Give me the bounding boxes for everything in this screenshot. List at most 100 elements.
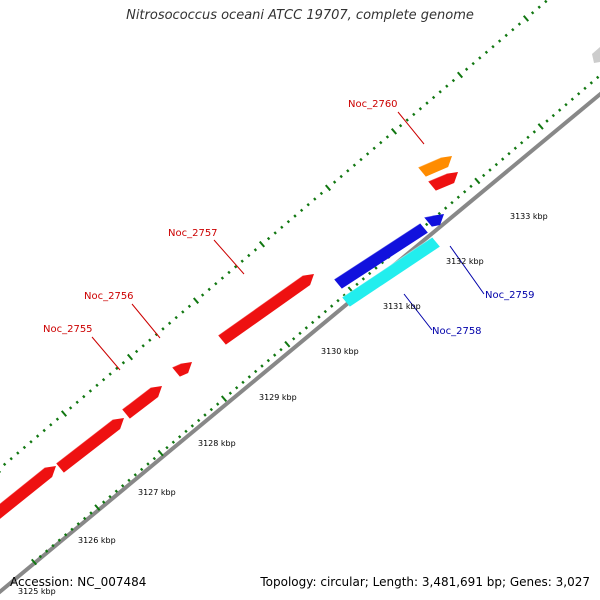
outer-minor-tick <box>29 440 33 444</box>
inner-minor-tick <box>551 113 556 118</box>
gene-noc2755[interactable] <box>56 418 124 473</box>
outer-minor-tick <box>299 208 304 213</box>
gene-noc2759[interactable] <box>334 223 428 289</box>
outer-minor-tick <box>352 163 357 167</box>
outer-minor-tick <box>266 236 271 241</box>
outer-minor-tick <box>365 152 370 156</box>
inner-minor-tick <box>374 266 378 270</box>
gene-noc2758[interactable] <box>342 237 440 307</box>
outer-minor-tick <box>286 219 291 224</box>
inner-minor-tick <box>114 489 119 493</box>
outer-minor-tick <box>227 270 231 275</box>
inner-minor-tick <box>367 271 372 276</box>
inner-minor-tick <box>507 151 511 156</box>
outer-minor-tick <box>445 84 449 88</box>
inner-minor-tick <box>203 413 207 417</box>
gene-noc2760b-highlight <box>427 173 447 182</box>
inner-minor-tick <box>443 206 448 210</box>
inner-minor-tick <box>127 478 131 483</box>
inner-minor-tick <box>215 402 220 406</box>
inner-minor-tick <box>101 500 106 504</box>
outer-minor-tick <box>497 39 502 43</box>
outer-minor-tick <box>141 344 145 348</box>
scale-label-3131: 3131 kbp <box>383 302 421 311</box>
genome-backbone <box>0 91 600 595</box>
inner-minor-tick <box>557 108 562 112</box>
gene-noc2760-highlight <box>417 157 441 168</box>
gene-noc2760b[interactable] <box>428 172 458 191</box>
outer-minor-tick <box>511 28 515 32</box>
gene-noc2759b[interactable] <box>424 214 444 227</box>
outer-minor-tick <box>418 107 423 111</box>
inner-minor-tick <box>108 494 112 499</box>
outer-minor-tick <box>220 276 225 280</box>
outer-minor-tick <box>148 338 152 342</box>
inner-minor-tick <box>564 102 568 107</box>
outer-major-tick <box>126 353 134 361</box>
outer-minor-tick <box>167 321 172 325</box>
inner-minor-tick <box>500 157 505 161</box>
inner-minor-tick <box>241 380 245 385</box>
gene-label-noc2755[interactable]: Noc_2755 <box>43 324 93 335</box>
scale-label-3126: 3126 kbp <box>78 536 116 545</box>
outer-minor-tick <box>161 327 165 331</box>
outer-minor-tick <box>134 349 139 354</box>
gene-label-noc2756[interactable]: Noc_2756 <box>84 291 134 302</box>
gene-noc2756b[interactable] <box>172 362 192 377</box>
gene-label-noc2758[interactable]: Noc_2758 <box>432 326 482 337</box>
inner-minor-tick <box>266 358 271 363</box>
outer-major-tick <box>60 410 68 417</box>
inner-minor-tick <box>519 141 524 145</box>
inner-major-tick <box>220 395 228 402</box>
outer-minor-tick <box>517 22 522 26</box>
scale-label-3125: 3125 kbp <box>18 587 56 596</box>
inner-minor-tick <box>323 309 328 314</box>
outer-minor-tick <box>530 11 535 15</box>
label-line-noc2757 <box>213 239 245 275</box>
inner-minor-tick <box>437 211 442 216</box>
outer-minor-tick <box>75 400 79 404</box>
gene-noc2759b-highlight <box>424 215 433 218</box>
label-line-noc2758 <box>403 293 433 331</box>
inner-minor-tick <box>247 375 252 379</box>
gene-label-lines <box>91 111 485 371</box>
inner-major-tick <box>537 123 544 130</box>
gene-noc2760[interactable] <box>418 156 452 177</box>
inner-major-tick <box>474 177 481 185</box>
inner-minor-tick <box>304 326 309 330</box>
outer-minor-tick <box>372 146 376 150</box>
inner-minor-tick <box>329 304 334 308</box>
inner-minor-tick <box>228 391 233 395</box>
outer-minor-tick <box>478 56 482 60</box>
outer-minor-tick <box>16 451 20 455</box>
inner-minor-tick <box>260 364 264 368</box>
gene-features <box>0 156 458 521</box>
outer-minor-tick <box>359 157 363 162</box>
gene-label-noc2757[interactable]: Noc_2757 <box>168 228 218 239</box>
outer-minor-tick <box>385 135 390 139</box>
outer-major-tick <box>456 71 464 79</box>
gene-feature-offscreen <box>592 47 600 63</box>
outer-minor-tick <box>154 332 159 337</box>
inner-minor-tick <box>184 429 188 434</box>
inner-minor-tick <box>44 549 49 553</box>
outer-minor-tick <box>412 112 416 117</box>
inner-minor-tick <box>298 331 302 336</box>
gene-noc2757[interactable] <box>218 274 314 345</box>
gene-label-noc2759[interactable]: Noc_2759 <box>485 290 535 301</box>
genome-summary-text: Topology: circular; Length: 3,481,691 bp… <box>260 575 590 589</box>
inner-minor-tick <box>424 222 429 227</box>
inner-minor-tick <box>133 473 138 477</box>
gene-noc2756[interactable] <box>122 386 162 419</box>
outer-minor-tick <box>247 253 251 258</box>
gene-noc2754[interactable] <box>0 466 56 521</box>
outer-major-tick <box>324 184 332 192</box>
scale-label-3127: 3127 kbp <box>138 488 176 497</box>
gene-label-noc2760[interactable]: Noc_2760 <box>348 99 398 110</box>
outer-minor-tick <box>504 33 508 38</box>
map-title: Nitrosococcus oceani ATCC 19707, complet… <box>126 8 474 23</box>
inner-minor-tick <box>82 516 87 521</box>
outer-minor-tick <box>35 434 40 438</box>
